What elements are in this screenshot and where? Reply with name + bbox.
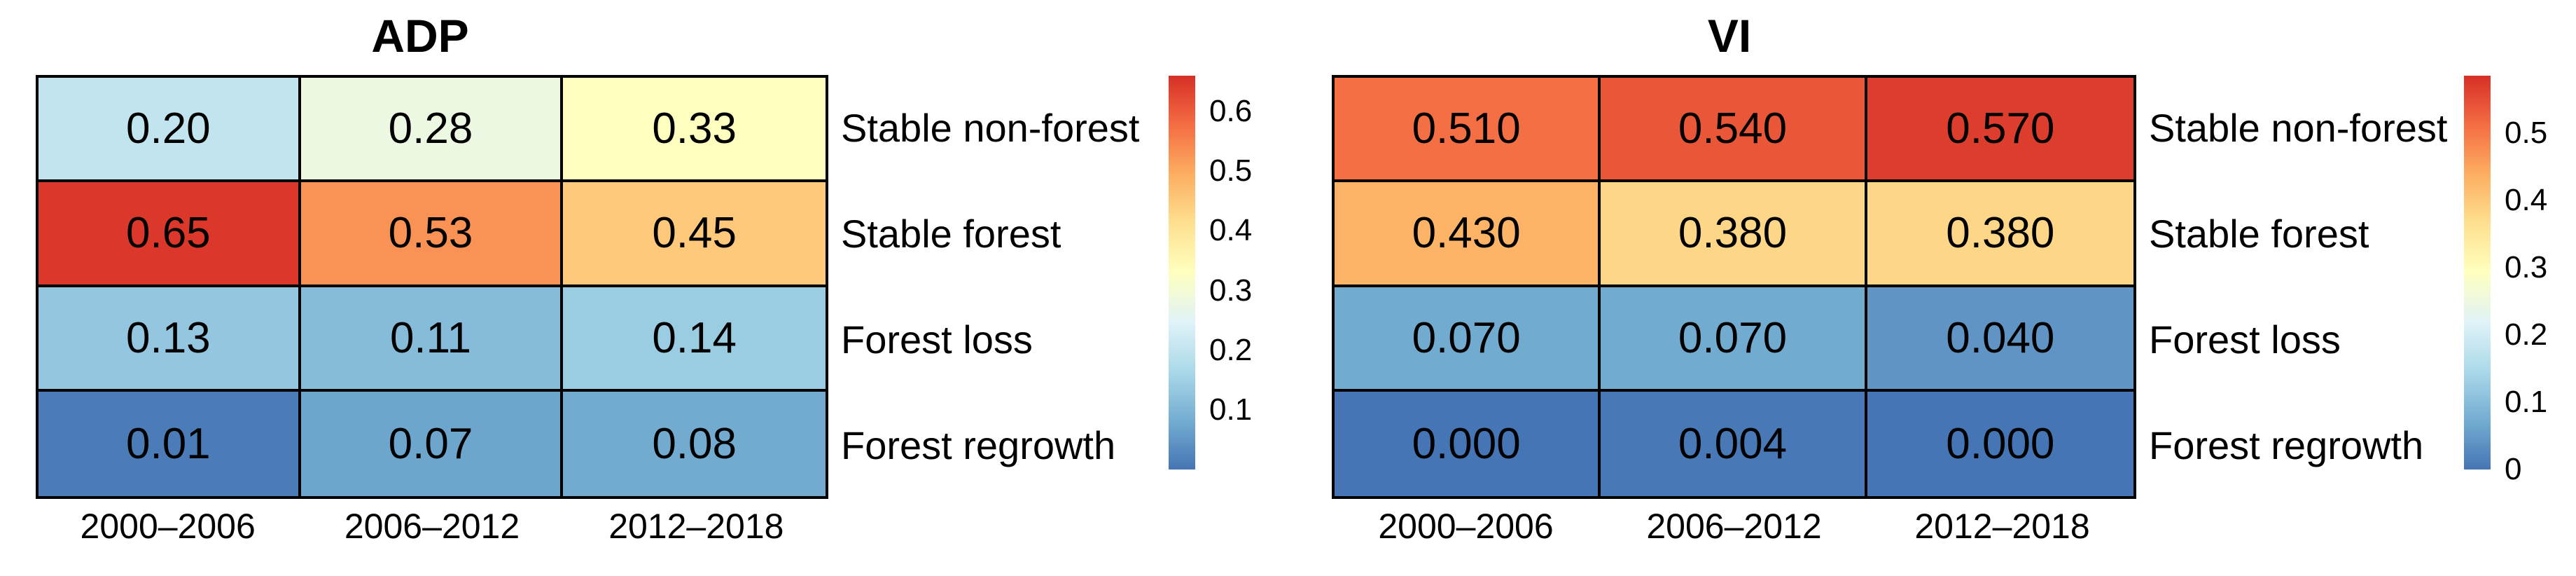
row-label: Stable non-forest	[2149, 105, 2448, 150]
x-axis-label: 2012–2018	[608, 507, 784, 546]
heatmap-cell: 0.65	[39, 182, 301, 287]
row-label: Forest loss	[841, 317, 1033, 362]
heatmap-cell: 0.000	[1867, 391, 2133, 496]
row-label: Forest loss	[2149, 317, 2341, 362]
adp-colorbar	[1169, 76, 1195, 469]
heatmap-cell: 0.45	[563, 182, 826, 287]
heatmap-cell: 0.000	[1335, 391, 1601, 496]
colorbar-tick-label: 0.1	[2505, 384, 2548, 419]
x-axis-label: 2012–2018	[1914, 507, 2090, 546]
vi-colorbar	[2464, 76, 2491, 469]
colorbar-tick-label: 0.5	[1209, 153, 1253, 188]
colorbar-tick-label: 0	[2505, 452, 2522, 486]
heatmap-cell: 0.380	[1601, 182, 1867, 287]
x-axis-label: 2006–2012	[1646, 507, 1822, 546]
x-axis-label: 2006–2012	[344, 507, 520, 546]
heatmap-cell: 0.08	[563, 391, 826, 496]
heatmap-cell: 0.11	[300, 287, 564, 392]
colorbar-tick-label: 0.4	[2505, 182, 2548, 217]
colorbar-tick-label: 0.3	[1209, 273, 1253, 308]
vi-panel-title: VI	[1707, 10, 1752, 62]
row-label: Stable forest	[2149, 211, 2369, 256]
colorbar-tick-label: 0.2	[1209, 332, 1253, 367]
heatmap-cell: 0.20	[39, 78, 301, 183]
row-label: Stable forest	[841, 211, 1061, 256]
heatmap-cell: 0.040	[1867, 287, 2133, 392]
heatmap-cell: 0.380	[1867, 182, 2133, 287]
x-axis-label: 2000–2006	[1378, 507, 1554, 546]
colorbar-tick-label: 0.1	[1209, 392, 1253, 427]
colorbar-tick-label: 0.4	[1209, 213, 1253, 248]
heatmap-cell: 0.33	[563, 78, 826, 183]
row-label: Forest regrowth	[841, 423, 1116, 468]
adp-heatmap-grid: 0.20 0.28 0.33 0.65 0.53 0.45 0.13 0.11 0.14 0.01…	[36, 75, 828, 499]
row-label: Forest regrowth	[2149, 423, 2424, 468]
colorbar-tick-label: 0.3	[2505, 249, 2548, 284]
heatmap-cell: 0.070	[1335, 287, 1601, 392]
heatmap-cell: 0.14	[563, 287, 826, 392]
heatmap-cell: 0.28	[300, 78, 564, 183]
colorbar-tick-label: 0.2	[2505, 317, 2548, 352]
colorbar-tick-label: 0.6	[1209, 94, 1253, 129]
adp-panel-title: ADP	[371, 10, 469, 62]
vi-heatmap-grid: 0.510 0.540 0.570 0.430 0.380 0.380 0.070 0.070…	[1332, 75, 2136, 499]
row-label: Stable non-forest	[841, 105, 1140, 150]
colorbar-tick-label: 0.5	[2505, 115, 2548, 150]
heatmap-cell: 0.510	[1335, 78, 1601, 183]
heatmap-cell: 0.570	[1867, 78, 2133, 183]
x-axis-label: 2000–2006	[80, 507, 256, 546]
heatmap-cell: 0.070	[1601, 287, 1867, 392]
heatmap-cell: 0.004	[1601, 391, 1867, 496]
heatmap-cell: 0.430	[1335, 182, 1601, 287]
heatmap-cell: 0.01	[39, 391, 301, 496]
heatmap-cell: 0.13	[39, 287, 301, 392]
heatmap-cell: 0.540	[1601, 78, 1867, 183]
heatmap-cell: 0.07	[300, 391, 564, 496]
heatmap-cell: 0.53	[300, 182, 564, 287]
